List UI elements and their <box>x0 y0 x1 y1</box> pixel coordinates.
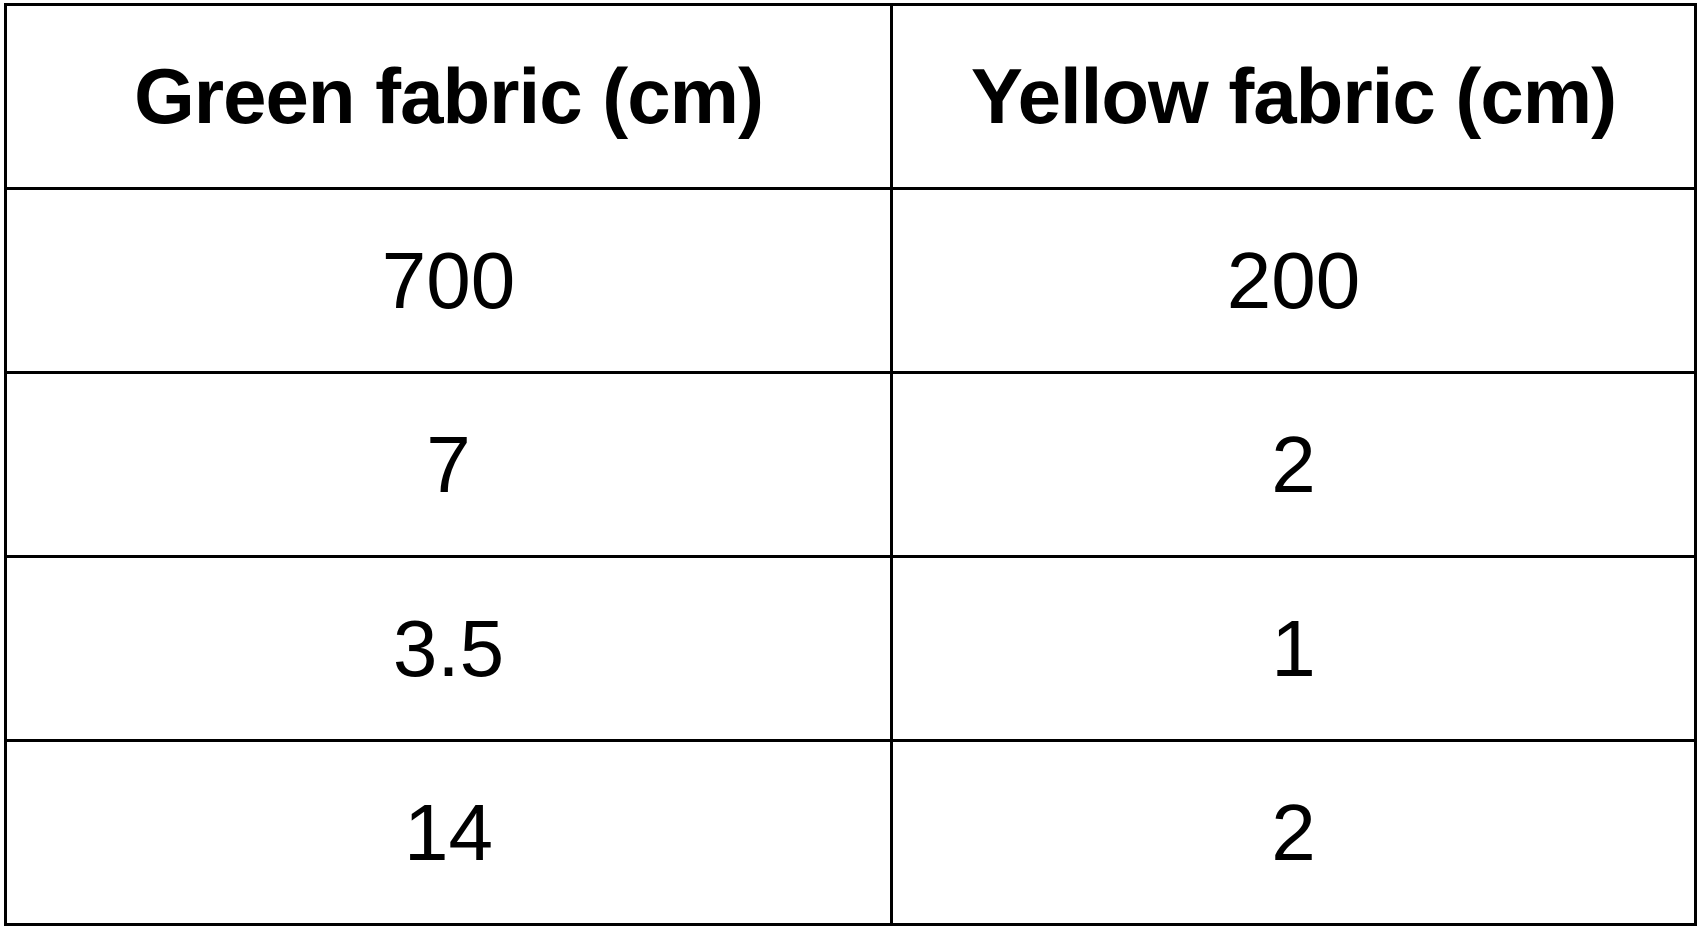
table-header-row: Green fabric (cm) Yellow fabric (cm) <box>4 3 1697 190</box>
cell-green-value: 7 <box>4 371 893 558</box>
table-row: 14 2 <box>4 739 1697 926</box>
table-row: 700 200 <box>4 187 1697 374</box>
table-row: 7 2 <box>4 371 1697 558</box>
cell-yellow-value: 2 <box>890 739 1697 926</box>
cell-green-value: 3.5 <box>4 555 893 742</box>
cell-yellow-value: 200 <box>890 187 1697 374</box>
table-row: 3.5 1 <box>4 555 1697 742</box>
cell-yellow-value: 2 <box>890 371 1697 558</box>
header-green-fabric: Green fabric (cm) <box>4 3 893 190</box>
cell-yellow-value: 1 <box>890 555 1697 742</box>
header-yellow-fabric: Yellow fabric (cm) <box>890 3 1697 190</box>
cell-green-value: 14 <box>4 739 893 926</box>
fabric-table: Green fabric (cm) Yellow fabric (cm) 700… <box>4 3 1697 926</box>
cell-green-value: 700 <box>4 187 893 374</box>
fabric-table-container: Green fabric (cm) Yellow fabric (cm) 700… <box>4 3 1697 926</box>
